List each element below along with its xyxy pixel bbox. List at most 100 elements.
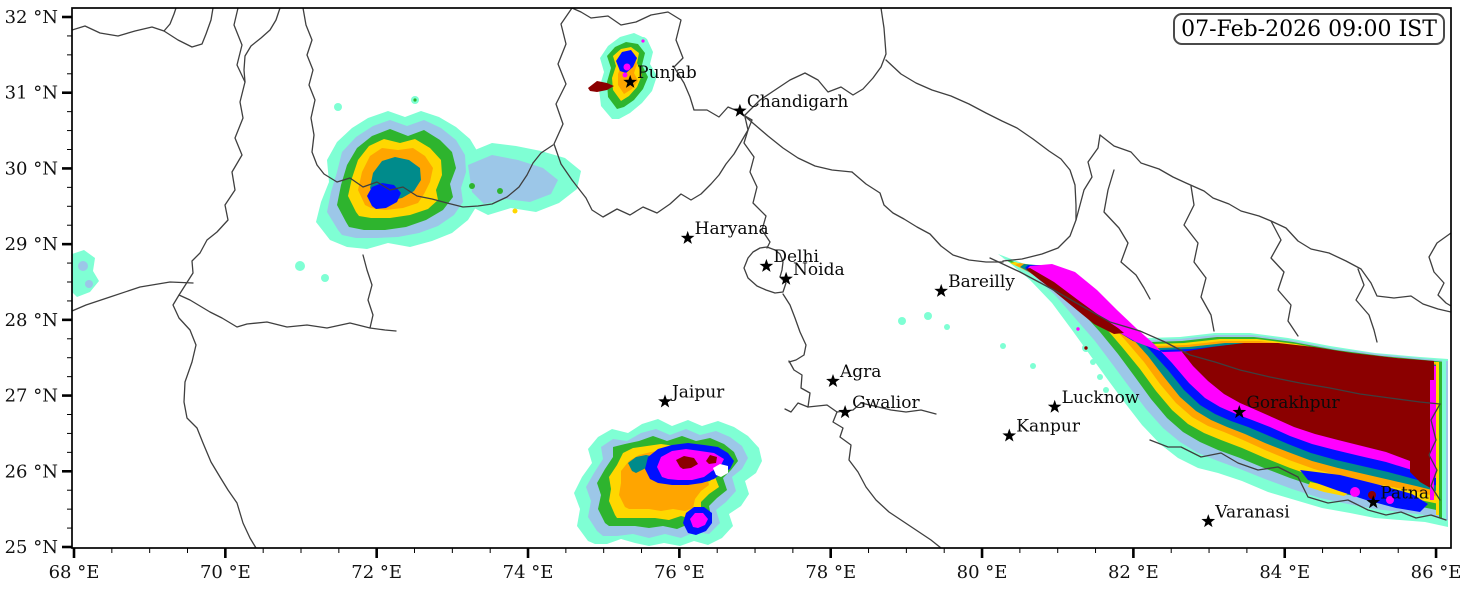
y-tick-label: 30 °N — [5, 158, 58, 179]
boundary-line — [302, 8, 554, 208]
city-star-icon — [759, 258, 774, 272]
x-tick-label: 70 °E — [200, 562, 251, 583]
city-varanasi: Varanasi — [1201, 502, 1290, 528]
city-jaipur: Jaipur — [658, 383, 725, 408]
x-tick-label: 80 °E — [957, 562, 1008, 583]
city-label: Haryana — [695, 219, 769, 239]
city-label: Chandigarh — [747, 92, 849, 112]
boundary-line — [744, 8, 887, 116]
city-star-icon — [1366, 495, 1381, 509]
boundary-line — [243, 8, 281, 83]
boundary-line — [782, 293, 807, 363]
boundary-line — [1099, 134, 1451, 313]
boundary-line — [1149, 439, 1447, 521]
rain-contour-layers — [72, 33, 1448, 546]
city-label: Punjab — [637, 63, 697, 83]
city-punjab: Punjab — [623, 63, 697, 88]
city-label: Agra — [839, 362, 881, 382]
city-star-icon — [826, 374, 840, 387]
y-tick-label: 26 °N — [5, 461, 58, 482]
boundary-line — [362, 254, 374, 329]
x-tick-label: 84 °E — [1259, 562, 1310, 583]
city-label: Noida — [793, 260, 845, 280]
city-chandigarh: Chandigarh — [733, 92, 848, 117]
city-lucknow: Lucknow — [1047, 388, 1140, 413]
city-star-icon — [838, 405, 852, 419]
city-patna: Patna — [1366, 483, 1429, 509]
boundary-line — [743, 116, 771, 249]
boundary-line — [1002, 134, 1101, 262]
city-star-icon — [1201, 514, 1216, 528]
x-tick-label: 82 °E — [1108, 562, 1159, 583]
y-tick-label: 28 °N — [5, 310, 58, 331]
city-star-icon — [733, 103, 747, 117]
rain-band-himalayan — [898, 254, 1448, 527]
city-delhi: Delhi — [759, 247, 819, 272]
boundary-line — [739, 111, 853, 173]
city-label: Jaipur — [670, 383, 725, 403]
city-star-icon — [779, 271, 793, 285]
city-agra: Agra — [826, 362, 881, 387]
y-tick-label: 27 °N — [5, 386, 58, 407]
y-tick-label: 25 °N — [5, 537, 58, 558]
city-star-icon — [623, 74, 637, 88]
boundary-line — [72, 281, 194, 312]
city-label: Kanpur — [1016, 417, 1081, 437]
map-frame — [71, 7, 1452, 549]
boundary-line — [1355, 268, 1378, 343]
boundary-line — [72, 8, 177, 37]
city-bareilly: Bareilly — [934, 272, 1015, 297]
city-noida: Noida — [779, 260, 845, 285]
rain-cell-west — [295, 96, 581, 282]
city-label: Gwalior — [852, 393, 920, 413]
boundary-line — [851, 171, 1004, 263]
city-gorakhpur: Gorakhpur — [1232, 393, 1340, 419]
boundary-line — [832, 411, 942, 548]
city-star-icon — [1232, 405, 1247, 419]
boundary-line — [1103, 169, 1151, 300]
boundary-line — [172, 8, 257, 548]
city-star-icon — [658, 394, 672, 408]
y-tick-label: 32 °N — [5, 7, 58, 28]
city-label: Patna — [1380, 483, 1429, 503]
state-boundaries — [72, 8, 1451, 548]
x-tick-label: 78 °E — [805, 562, 856, 583]
rain-cell-south-central — [574, 419, 762, 546]
city-label: Gorakhpur — [1246, 393, 1340, 413]
y-tick-label: 31 °N — [5, 83, 58, 104]
boundary-line — [1428, 403, 1441, 501]
city-label: Varanasi — [1214, 502, 1290, 522]
boundary-line — [178, 294, 397, 332]
city-label: Lucknow — [1062, 388, 1140, 408]
city-kanpur: Kanpur — [1002, 417, 1081, 442]
timestamp-label: 07-Feb-2026 09:00 IST — [1181, 16, 1437, 42]
boundary-line — [553, 8, 753, 218]
x-tick-label: 76 °E — [654, 562, 705, 583]
timestamp-box: 07-Feb-2026 09:00 IST — [1173, 13, 1445, 45]
x-tick-label: 72 °E — [351, 562, 402, 583]
boundary-line — [807, 402, 937, 415]
city-gwalior: Gwalior — [838, 393, 920, 419]
city-star-icon — [680, 230, 695, 244]
boundary-line — [1183, 185, 1215, 332]
city-star-icon — [1047, 399, 1062, 413]
boundary-line — [989, 257, 1441, 405]
y-tick-label: 29 °N — [5, 234, 58, 255]
rain-cell-west-edge — [72, 250, 99, 297]
city-star-icon — [1002, 428, 1017, 442]
boundary-line — [784, 360, 811, 413]
boundary-line — [163, 8, 214, 48]
x-tick-label: 74 °E — [503, 562, 554, 583]
boundary-line — [1428, 232, 1451, 307]
city-haryana: Haryana — [680, 219, 769, 244]
x-tick-label: 86 °E — [1411, 562, 1462, 583]
rain-cell-punjab — [588, 33, 657, 119]
x-tick-label: 68 °E — [49, 562, 100, 583]
city-label: Delhi — [773, 247, 819, 267]
city-label: Bareilly — [948, 272, 1015, 292]
boundary-line — [1270, 220, 1299, 337]
axis-tick-labels: 68 °E 70 °E 72 °E 74 °E 76 °E 78 °E 80 °E 82 °E… — [5, 7, 1462, 583]
